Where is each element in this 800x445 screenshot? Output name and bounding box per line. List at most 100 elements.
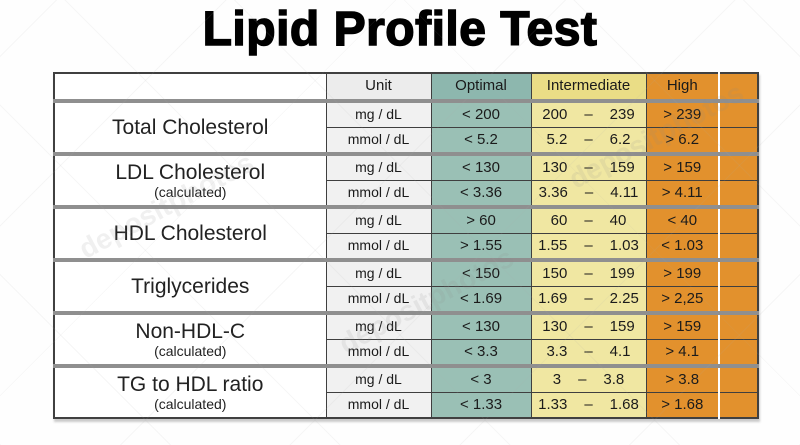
test-subtitle: (calculated) xyxy=(154,395,227,412)
table-row: Triglycerides mg / dL < 150 150 – 199 > … xyxy=(53,258,759,314)
test-name-cell: Non-HDL-C (calculated) xyxy=(53,311,327,367)
unit-cell: mg / dL xyxy=(325,152,432,181)
header-spacer-cell xyxy=(718,72,759,103)
range-high: 2.25 xyxy=(609,289,639,307)
high-value-cell: > 199 xyxy=(645,258,720,287)
table-row: mmol / dL < 3.36 3.36 – 4.11 > 4.11 xyxy=(54,180,759,208)
unit-cell: mmol / dL xyxy=(325,286,432,314)
range-low: 1.69 xyxy=(538,289,568,307)
page-title: Lipid Profile Test xyxy=(202,2,598,57)
test-subtitle: (calculated) xyxy=(154,183,227,200)
spacer-cell xyxy=(718,286,759,314)
test-name: LDL Cholesterol xyxy=(115,160,266,184)
high-value-cell: < 1.03 xyxy=(645,233,720,261)
range-low: 130 xyxy=(542,317,568,335)
table-row: Non-HDL-C (calculated) mg / dL < 130 130… xyxy=(53,311,759,367)
header-intermediate: Intermediate xyxy=(530,72,647,103)
spacer-cell xyxy=(718,364,759,393)
range-dash: – xyxy=(584,395,593,413)
unit-cell: mg / dL xyxy=(325,205,432,234)
optimal-value-cell: < 3.36 xyxy=(430,180,532,208)
intermediate-range-cell: 3 – 3.8 xyxy=(530,364,647,393)
intermediate-range-cell: 1.33 – 1.68 xyxy=(530,392,647,419)
intermediate-range-cell: 200 – 239 xyxy=(530,99,647,128)
test-name-cell: LDL Cholesterol (calculated) xyxy=(53,152,327,208)
intermediate-range-cell: 3.3 – 4.1 xyxy=(530,339,647,367)
spacer-cell xyxy=(718,205,759,234)
table-header-row: Unit Optimal Intermediate High xyxy=(53,72,759,103)
intermediate-range-cell: 5.2 – 6.2 xyxy=(530,127,647,155)
range-low: 3.3 xyxy=(546,342,568,360)
test-name-cell: TG to HDL ratio (calculated) xyxy=(53,364,327,419)
spacer-cell xyxy=(718,258,759,287)
unit-cell: mmol / dL xyxy=(325,233,432,261)
range-low: 5.2 xyxy=(546,130,568,148)
intermediate-range-cell: 1.69 – 2.25 xyxy=(530,286,647,314)
table-row: Total Cholesterol mg / dL < 200 200 – 23… xyxy=(53,99,759,155)
spacer-cell xyxy=(718,311,759,340)
range-high: 1.03 xyxy=(609,236,639,254)
unit-cell: mmol / dL xyxy=(325,392,432,419)
test-name: Non-HDL-C xyxy=(135,319,246,343)
optimal-value-cell: < 1.69 xyxy=(430,286,532,314)
header-test-cell xyxy=(53,72,327,103)
intermediate-range-cell: 150 – 199 xyxy=(530,258,647,287)
high-value-cell: > 1.68 xyxy=(645,392,720,419)
range-high: 199 xyxy=(609,264,635,282)
optimal-value-cell: < 1.33 xyxy=(430,392,532,419)
high-value-cell: > 2,25 xyxy=(645,286,720,314)
table-row: mmol / dL < 3.3 3.3 – 4.1 > 4.1 xyxy=(54,339,759,367)
range-low: 1.55 xyxy=(538,236,568,254)
range-low: 3.36 xyxy=(538,183,568,201)
optimal-value-cell: < 200 xyxy=(430,99,532,128)
table-row: LDL Cholesterol (calculated) mg / dL < 1… xyxy=(53,152,759,208)
intermediate-range-cell: 130 – 159 xyxy=(530,311,647,340)
table-row: mmol / dL > 1.55 1.55 – 1.03 < 1.03 xyxy=(54,233,759,261)
test-name: HDL Cholesterol xyxy=(113,221,267,245)
intermediate-range-cell: 130 – 159 xyxy=(530,152,647,181)
range-dash: – xyxy=(584,317,593,335)
table-row: mmol / dL < 5.2 5.2 – 6.2 > 6.2 xyxy=(54,127,759,155)
unit-cell: mg / dL xyxy=(325,99,432,128)
range-dash: – xyxy=(584,289,593,307)
lipid-profile-table: Unit Optimal Intermediate High Total Cho… xyxy=(53,72,759,419)
range-dash: – xyxy=(584,342,593,360)
range-high: 159 xyxy=(609,317,635,335)
high-value-cell: > 239 xyxy=(645,99,720,128)
range-low: 150 xyxy=(542,264,568,282)
test-name: TG to HDL ratio xyxy=(117,372,264,396)
high-value-cell: > 4.11 xyxy=(645,180,720,208)
range-dash: – xyxy=(584,236,593,254)
high-value-cell: > 6.2 xyxy=(645,127,720,155)
test-name: Total Cholesterol xyxy=(112,115,269,139)
intermediate-range-cell: 3.36 – 4.11 xyxy=(530,180,647,208)
range-high: 239 xyxy=(609,105,635,123)
optimal-value-cell: < 3.3 xyxy=(430,339,532,367)
high-value-cell: > 4.1 xyxy=(645,339,720,367)
range-low: 3 xyxy=(552,370,562,388)
table-row: mmol / dL < 1.33 1.33 – 1.68 > 1.68 xyxy=(54,392,759,419)
table-row: TG to HDL ratio (calculated) mg / dL < 3… xyxy=(53,364,759,419)
range-high: 6.2 xyxy=(609,130,631,148)
spacer-cell xyxy=(718,127,759,155)
high-value-cell: < 40 xyxy=(645,205,720,234)
unit-cell: mmol / dL xyxy=(325,127,432,155)
range-low: 130 xyxy=(542,158,568,176)
unit-cell: mg / dL xyxy=(325,311,432,340)
test-name-cell: Triglycerides xyxy=(53,258,327,314)
range-dash: – xyxy=(584,105,593,123)
range-low: 60 xyxy=(550,211,568,229)
high-value-cell: > 159 xyxy=(645,311,720,340)
range-dash: – xyxy=(584,211,593,229)
optimal-value-cell: < 150 xyxy=(430,258,532,287)
range-dash: – xyxy=(584,130,593,148)
spacer-cell xyxy=(718,99,759,128)
high-value-cell: > 159 xyxy=(645,152,720,181)
optimal-value-cell: > 60 xyxy=(430,205,532,234)
range-dash: – xyxy=(584,264,593,282)
unit-cell: mg / dL xyxy=(325,258,432,287)
high-value-cell: > 3.8 xyxy=(645,364,720,393)
test-name: Triglycerides xyxy=(131,274,250,298)
range-high: 4.11 xyxy=(610,183,639,201)
range-low: 200 xyxy=(542,105,568,123)
